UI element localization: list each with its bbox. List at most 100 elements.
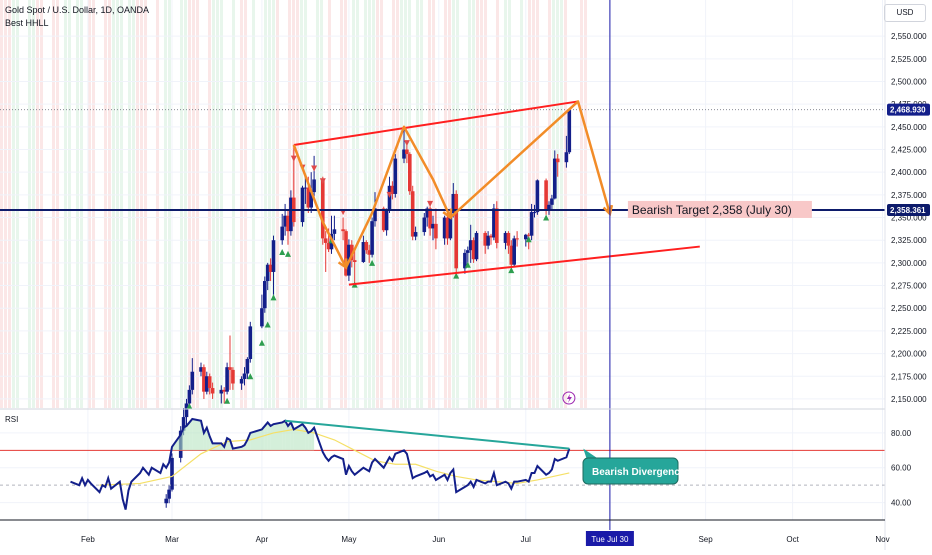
price-tick-label: 2,250.000 <box>891 304 927 313</box>
candle-body[interactable] <box>425 208 429 218</box>
candle-body[interactable] <box>431 223 435 229</box>
candle-body[interactable] <box>321 179 325 239</box>
candle-body[interactable] <box>448 213 453 239</box>
rsi-plot[interactable] <box>0 417 885 510</box>
candle-body[interactable] <box>283 215 287 227</box>
candle-body[interactable] <box>442 217 447 239</box>
candle-body[interactable] <box>553 158 557 199</box>
candle-body[interactable] <box>390 185 395 194</box>
candle-body[interactable] <box>384 210 389 231</box>
candle-body[interactable] <box>451 193 456 213</box>
candle-body[interactable] <box>184 403 189 418</box>
candle-body[interactable] <box>509 245 514 265</box>
candle-body[interactable] <box>300 187 305 223</box>
candle-body[interactable] <box>503 232 508 243</box>
candle-body[interactable] <box>271 240 276 272</box>
candle-body[interactable] <box>280 226 284 241</box>
candle-body[interactable] <box>352 260 357 262</box>
candle-body[interactable] <box>312 179 316 193</box>
candle-body[interactable] <box>202 367 206 392</box>
candle-body[interactable] <box>286 215 290 232</box>
candle-body[interactable] <box>260 308 264 327</box>
candle-body[interactable] <box>547 204 551 210</box>
candle-body[interactable] <box>483 232 487 246</box>
candle-body[interactable] <box>466 250 470 253</box>
candle-body[interactable] <box>393 158 398 194</box>
candle-body[interactable] <box>544 180 548 210</box>
candle-body[interactable] <box>405 149 409 155</box>
candle-body[interactable] <box>532 212 537 214</box>
candle-body[interactable] <box>323 238 328 243</box>
candle-body[interactable] <box>289 197 293 232</box>
candle-body[interactable] <box>506 232 511 246</box>
candle-body[interactable] <box>242 373 247 379</box>
candle-body[interactable] <box>454 193 458 269</box>
candle-body[interactable] <box>381 208 386 231</box>
candle-body[interactable] <box>187 389 192 404</box>
candle-body[interactable] <box>364 242 369 251</box>
candle-body[interactable] <box>402 149 406 159</box>
candle-body[interactable] <box>332 229 337 234</box>
background-stripe <box>104 0 107 408</box>
candle-body[interactable] <box>309 192 313 208</box>
candle-body[interactable] <box>228 367 232 370</box>
candle-body[interactable] <box>428 208 432 229</box>
candle-body[interactable] <box>550 198 554 205</box>
candle-body[interactable] <box>529 212 534 236</box>
candle-body[interactable] <box>413 232 418 237</box>
candle-body[interactable] <box>222 389 226 392</box>
candle-body[interactable] <box>445 217 450 239</box>
candle-body[interactable] <box>463 252 467 269</box>
candle-body[interactable] <box>387 185 392 211</box>
candle-body[interactable] <box>515 238 519 240</box>
candle-body[interactable] <box>474 232 479 260</box>
candle-body[interactable] <box>486 235 490 246</box>
candle-body[interactable] <box>468 240 473 251</box>
candle-body[interactable] <box>245 359 250 374</box>
candle-body[interactable] <box>489 235 493 238</box>
candle-body[interactable] <box>492 208 496 238</box>
candle-body[interactable] <box>199 367 203 372</box>
candle-body[interactable] <box>344 231 348 276</box>
candle-body[interactable] <box>524 234 528 240</box>
candle-body[interactable] <box>422 217 427 233</box>
candle-body[interactable] <box>567 109 572 153</box>
candle-body[interactable] <box>268 264 273 272</box>
candle-body[interactable] <box>326 242 331 250</box>
candle-body[interactable] <box>555 158 560 163</box>
candle-body[interactable] <box>370 221 374 255</box>
candle-body[interactable] <box>512 238 516 265</box>
candle-body[interactable] <box>341 229 345 232</box>
candle-body[interactable] <box>361 242 366 262</box>
candle-body[interactable] <box>265 264 270 282</box>
candle-body[interactable] <box>408 154 412 192</box>
candle-body[interactable] <box>170 457 174 490</box>
candle-body[interactable] <box>231 369 235 384</box>
candle-body[interactable] <box>181 417 186 431</box>
candle-body[interactable] <box>434 223 438 239</box>
candle-body[interactable] <box>210 388 215 394</box>
candle-body[interactable] <box>410 191 415 237</box>
candle-body[interactable] <box>306 187 311 208</box>
candle-body[interactable] <box>205 376 209 392</box>
candle-body[interactable] <box>219 389 224 394</box>
candle-body[interactable] <box>248 326 253 360</box>
candle-body[interactable] <box>471 240 476 260</box>
candle-body[interactable] <box>225 367 229 392</box>
candle-body[interactable] <box>263 281 267 309</box>
candle-body[interactable] <box>167 489 171 499</box>
candle-body[interactable] <box>190 371 195 390</box>
lightning-icon[interactable] <box>562 391 576 405</box>
candle-body[interactable] <box>164 498 168 504</box>
candle-body[interactable] <box>207 376 212 389</box>
rsi-line[interactable] <box>70 417 571 510</box>
candle-body[interactable] <box>535 180 540 213</box>
candle-body[interactable] <box>239 378 244 384</box>
currency-button[interactable]: USD <box>884 4 926 22</box>
candle-body[interactable] <box>564 152 569 163</box>
candle-body[interactable] <box>495 208 499 243</box>
candle-body[interactable] <box>526 234 531 236</box>
candle-body[interactable] <box>303 187 308 189</box>
candle-body[interactable] <box>367 250 371 255</box>
candle-body[interactable] <box>373 208 377 222</box>
